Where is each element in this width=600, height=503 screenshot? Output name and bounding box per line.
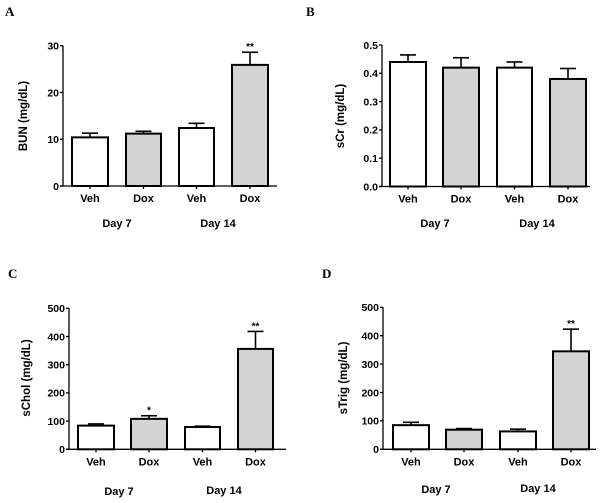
bar-dox (125, 132, 162, 188)
y-tick-label: 500 (47, 303, 65, 315)
group-label-day7: Day 7 (102, 218, 131, 230)
bar-veh (496, 66, 533, 188)
bar-dox (130, 417, 168, 451)
bar-dox (237, 347, 274, 451)
y-tick-label: 100 (361, 416, 379, 428)
group-label-day14: Day 14 (200, 218, 236, 230)
x-tick-label: Veh (505, 194, 525, 206)
y-tick-label: 0 (373, 444, 379, 456)
y-tick-label: 10 (47, 134, 59, 146)
y-tick-label: 400 (361, 331, 379, 343)
x-tick-label: Dox (451, 194, 473, 206)
x-tick-label: Veh (193, 456, 213, 468)
significance-marker: * (147, 406, 151, 417)
panel-letter: B (306, 4, 315, 19)
y-tick-label: 200 (361, 387, 379, 399)
x-tick-label: Dox (240, 193, 262, 205)
bar-veh (77, 424, 115, 451)
panel-c: C sChol (mg/dL) Day 7 Day 14 0 100 200 300 4… (8, 266, 286, 498)
group-label-day14: Day 14 (206, 485, 242, 497)
panel-a: A BUN (mg/dL) Day 7 Day 14 0 10 20 30 Veh Dox… (5, 4, 277, 230)
panel-letter: C (8, 266, 17, 281)
y-axis-label: sCr (mg/dL) (335, 84, 347, 149)
bar-dox (445, 428, 483, 451)
group-label-day7: Day 7 (104, 486, 133, 498)
y-tick-label: 30 (47, 41, 59, 53)
y-tick-label: 300 (47, 360, 65, 372)
significance-marker: ** (246, 42, 254, 53)
y-tick-label: 400 (47, 331, 65, 343)
bar-dox (549, 77, 587, 188)
bar-veh (184, 426, 221, 451)
bar-veh (71, 136, 109, 188)
y-axis-label: sChol (mg/dL) (21, 339, 33, 416)
y-tick-label: 100 (47, 416, 65, 428)
bar-dox (231, 63, 269, 187)
y-tick-label: 0.4 (363, 68, 378, 80)
group-label-day14: Day 14 (520, 483, 556, 495)
x-tick-label: Dox (245, 456, 267, 468)
y-tick-label: 200 (47, 388, 65, 400)
bar-veh (389, 60, 427, 188)
y-tick-label: 0 (53, 181, 59, 193)
bar-dox (442, 66, 480, 188)
y-axis-label: BUN (mg/dL) (18, 81, 30, 151)
x-tick-label: Dox (139, 456, 161, 468)
x-tick-label: Veh (398, 194, 418, 206)
y-tick-label: 0.5 (363, 40, 378, 52)
y-tick-label: 0.1 (363, 153, 378, 165)
y-tick-label: 300 (361, 359, 379, 371)
bar-dox (552, 350, 590, 451)
y-tick-label: 0 (59, 444, 65, 456)
y-tick-label: 20 (47, 87, 59, 99)
y-tick-label: 500 (361, 302, 379, 314)
x-tick-label: Veh (86, 456, 106, 468)
group-label-day14: Day 14 (519, 218, 555, 230)
x-tick-label: Dox (133, 193, 155, 205)
x-tick-label: Dox (561, 456, 583, 468)
x-tick-label: Dox (454, 456, 476, 468)
group-label-day7: Day 7 (420, 218, 449, 230)
bar-veh (499, 430, 537, 451)
panel-letter: A (5, 4, 15, 19)
x-tick-label: Dox (558, 194, 580, 206)
x-tick-label: Veh (401, 456, 421, 468)
bar-veh (178, 127, 215, 188)
panel-d: D sTrig (mg/dL) Day 7 Day 14 0 100 200 300 4… (322, 266, 596, 496)
y-tick-label: 0.3 (363, 96, 378, 108)
panel-b: B sCr (mg/dL) Day 7 Day 14 0.0 0.1 0.2 0.3 0… (306, 4, 590, 230)
group-label-day7: Day 7 (421, 484, 450, 496)
bar-veh (392, 424, 430, 451)
y-tick-label: 0.0 (363, 181, 378, 193)
x-tick-label: Veh (80, 193, 100, 205)
x-tick-label: Veh (187, 193, 207, 205)
significance-marker: ** (567, 319, 575, 330)
significance-marker: ** (252, 321, 260, 332)
panel-letter: D (322, 266, 331, 281)
x-tick-label: Veh (508, 456, 528, 468)
y-tick-label: 0.2 (363, 125, 378, 137)
y-axis-label: sTrig (mg/dL) (338, 341, 350, 414)
